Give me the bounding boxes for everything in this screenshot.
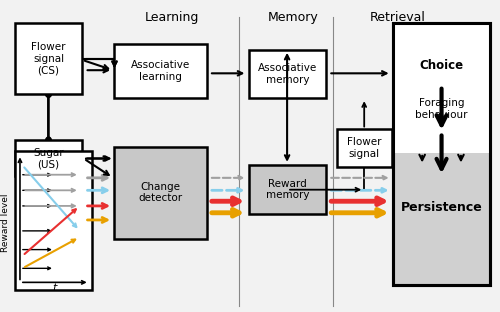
FancyBboxPatch shape <box>15 140 82 176</box>
Text: Associative
memory: Associative memory <box>258 63 317 85</box>
Text: Foraging
behaviour: Foraging behaviour <box>416 98 468 120</box>
FancyBboxPatch shape <box>114 147 206 239</box>
FancyBboxPatch shape <box>249 165 326 214</box>
FancyBboxPatch shape <box>15 151 92 290</box>
FancyBboxPatch shape <box>249 50 326 98</box>
FancyBboxPatch shape <box>393 23 490 153</box>
Text: Associative
learning: Associative learning <box>131 60 190 82</box>
Text: Reward level: Reward level <box>0 194 10 252</box>
FancyBboxPatch shape <box>337 129 392 167</box>
Text: Memory: Memory <box>268 11 319 24</box>
FancyBboxPatch shape <box>114 44 206 98</box>
Text: Sugar
(US): Sugar (US) <box>34 148 64 169</box>
Text: Choice: Choice <box>420 59 464 72</box>
Text: t: t <box>52 283 57 293</box>
Text: Learning: Learning <box>144 11 199 24</box>
Text: Change
detector: Change detector <box>138 182 182 203</box>
FancyBboxPatch shape <box>15 23 82 94</box>
Text: Retrieval: Retrieval <box>370 11 426 24</box>
Text: Flower
signal: Flower signal <box>347 137 382 159</box>
Text: Reward
memory: Reward memory <box>266 179 309 200</box>
FancyBboxPatch shape <box>393 23 490 285</box>
Text: Flower
signal
(CS): Flower signal (CS) <box>32 42 66 75</box>
Text: Persistence: Persistence <box>400 201 482 214</box>
